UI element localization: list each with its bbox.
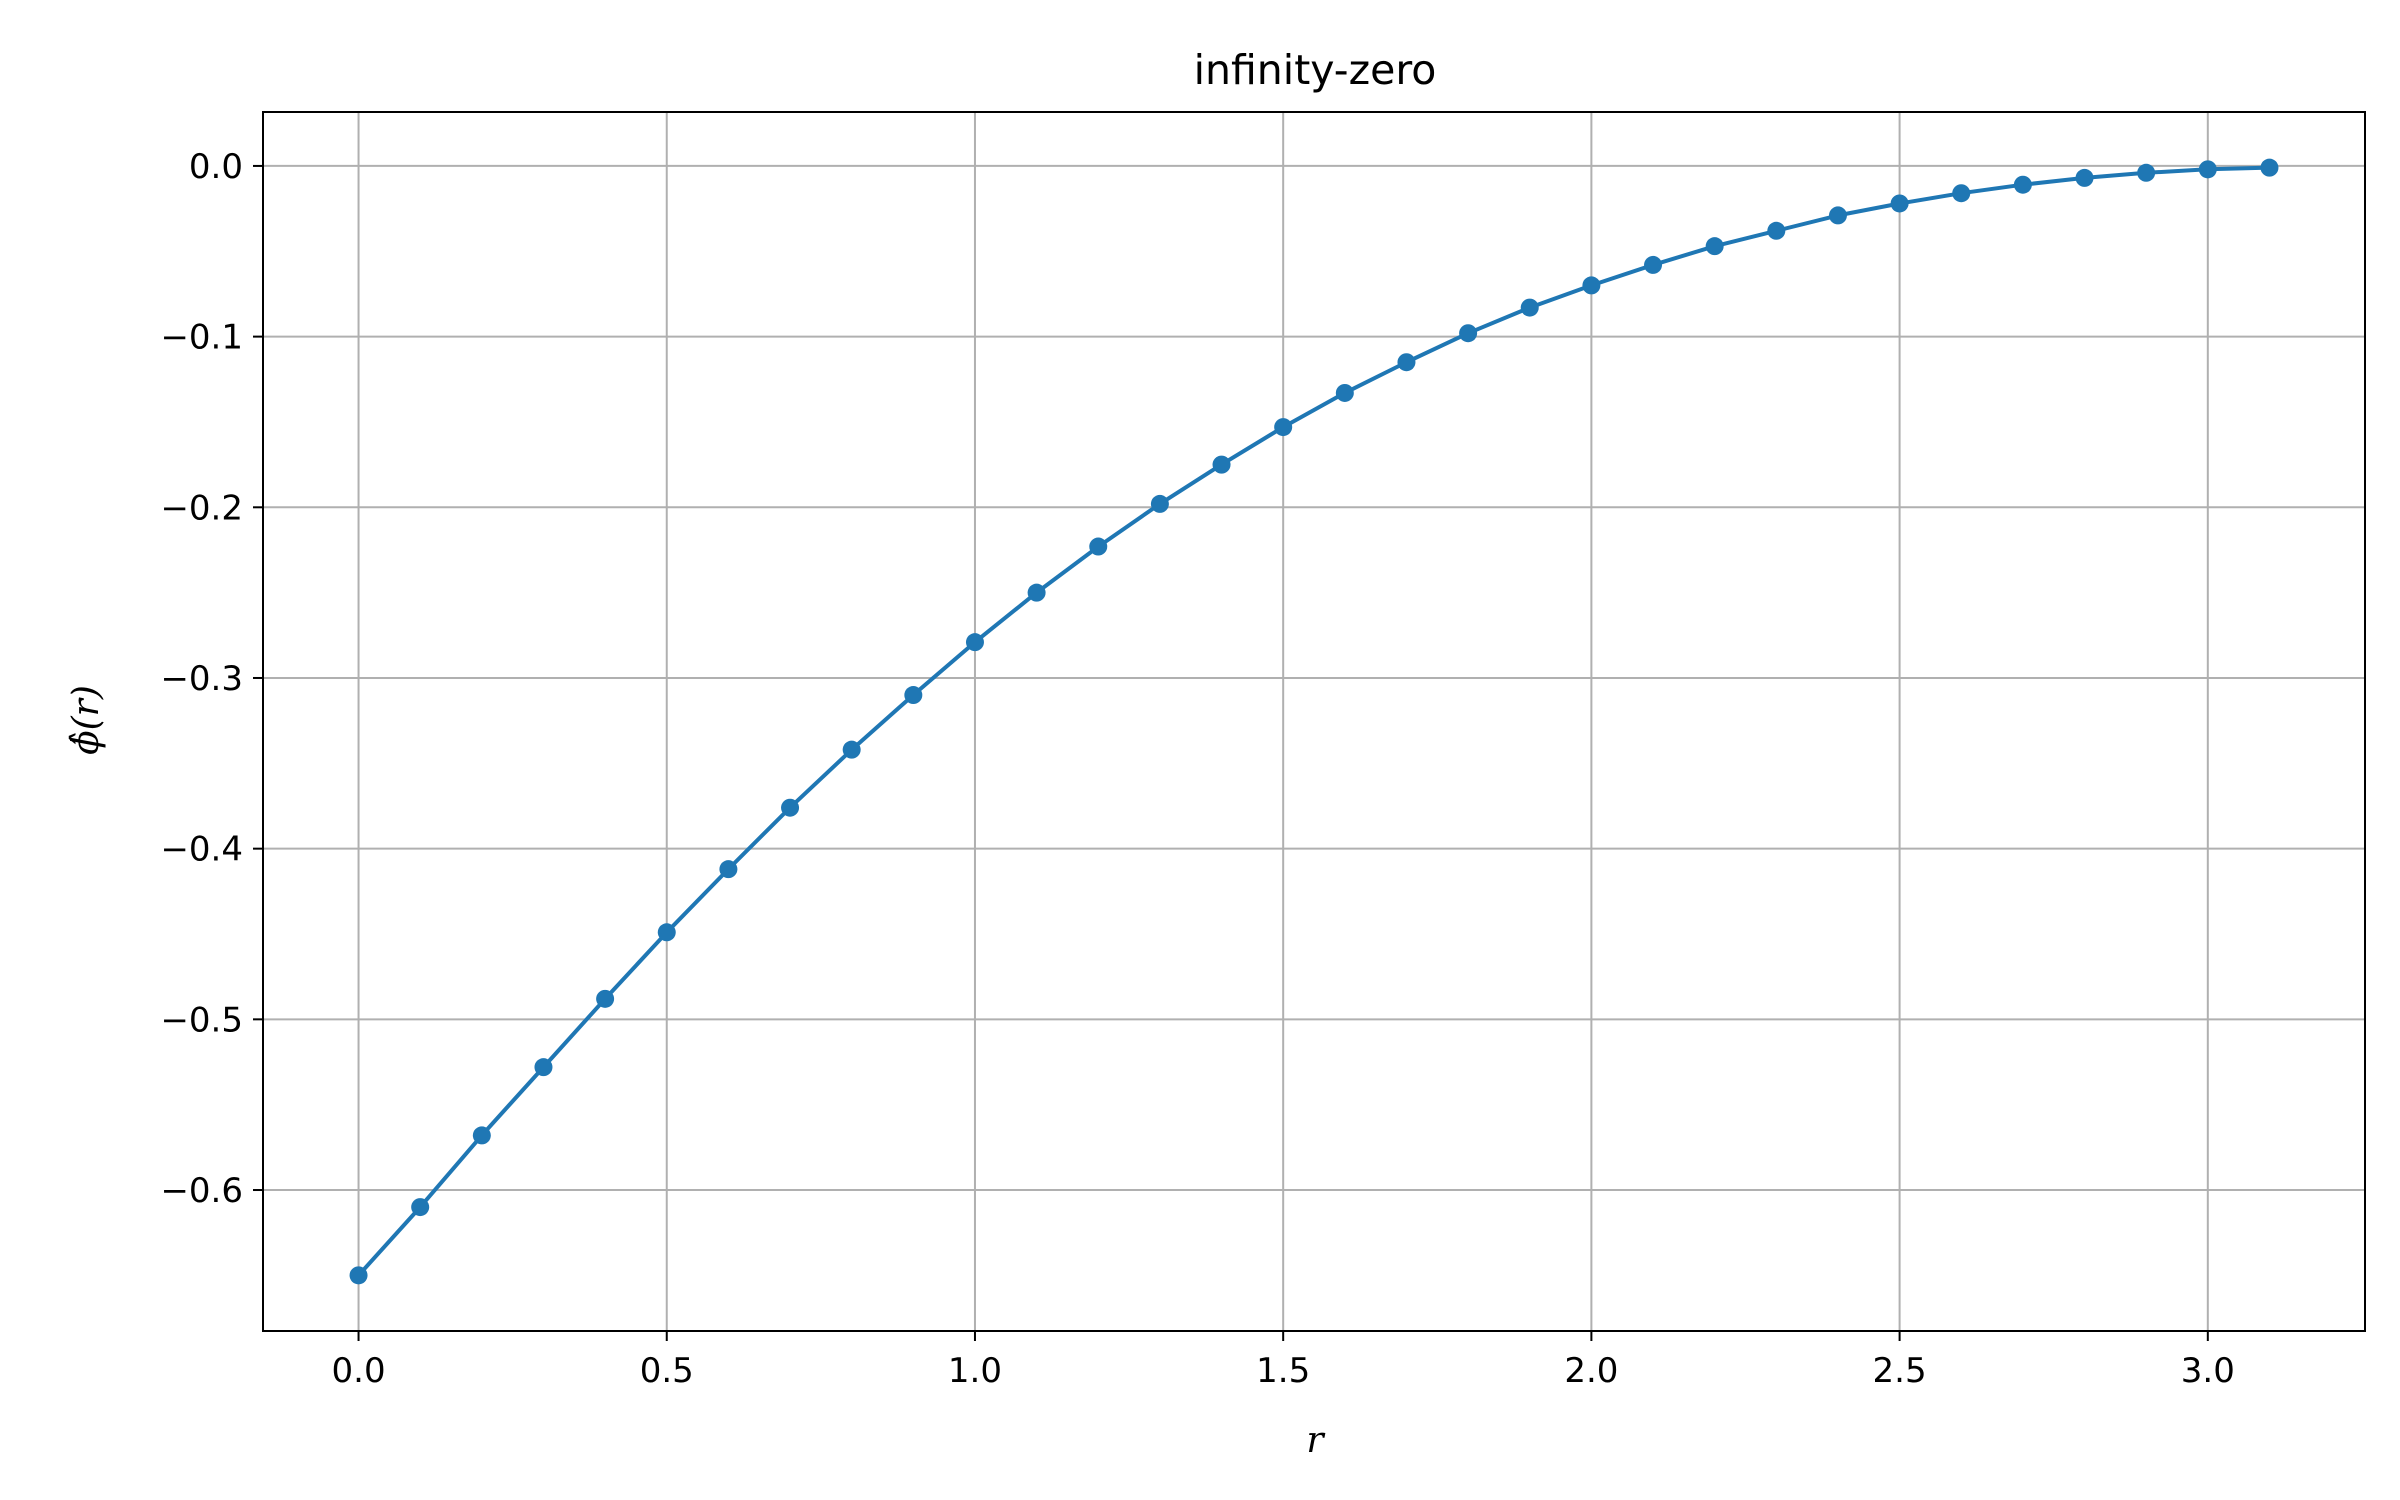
data-point	[2198, 160, 2217, 179]
data-point	[1952, 184, 1971, 203]
data-point	[657, 923, 676, 942]
x-tick-label: 3.0	[2181, 1351, 2235, 1391]
data-point	[1705, 237, 1724, 256]
data-point	[411, 1198, 430, 1217]
data-point	[965, 633, 984, 652]
data-point	[1828, 206, 1847, 225]
data-point	[1274, 418, 1293, 437]
axis-ticks: 0.0 0.5 1.0 1.5 2.0 2.5 3.0 0.0 −0.1 −0.2 −0.3 −0.4…	[160, 147, 2234, 1391]
y-tick-label: −0.3	[160, 659, 243, 699]
data-point	[1089, 537, 1108, 556]
y-axis-label: ϕ̂(r)	[66, 685, 107, 755]
x-tick-label: 1.5	[1256, 1351, 1310, 1391]
data-point	[1397, 353, 1416, 372]
data-point	[781, 798, 800, 817]
grid-lines	[263, 112, 2365, 1331]
y-tick-label: −0.1	[160, 318, 243, 358]
series-line	[357, 165, 2270, 1277]
chart-title: infinity-zero	[1194, 46, 1437, 94]
x-tick-label: 0.5	[640, 1351, 694, 1391]
data-point	[596, 989, 615, 1008]
data-point	[1582, 276, 1601, 295]
x-tick-label: 1.0	[948, 1351, 1002, 1391]
y-tick-label: −0.2	[160, 488, 243, 528]
y-tick-label: 0.0	[189, 147, 243, 187]
data-point	[472, 1126, 491, 1145]
data-point	[1459, 324, 1478, 343]
data-point	[2137, 163, 2156, 182]
data-point	[1027, 583, 1046, 602]
data-point	[1644, 255, 1663, 274]
x-axis-label: r	[1306, 1420, 1325, 1461]
data-point	[1520, 298, 1539, 317]
y-tick-label: −0.6	[160, 1171, 243, 1211]
y-tick-label: −0.4	[160, 830, 243, 870]
x-tick-label: 2.0	[1564, 1351, 1618, 1391]
x-tick-label: 2.5	[1873, 1351, 1927, 1391]
data-point	[534, 1058, 553, 1077]
data-point	[1335, 383, 1354, 402]
data-point	[2260, 158, 2279, 177]
data-point	[2075, 168, 2094, 187]
data-point	[719, 860, 738, 879]
data-point	[1212, 455, 1231, 474]
x-tick-label: 0.0	[332, 1351, 386, 1391]
data-point	[904, 686, 923, 705]
plot-area-frame	[262, 111, 2366, 1332]
data-point	[2013, 175, 2032, 194]
data-point	[1150, 494, 1169, 513]
data-point	[349, 1266, 368, 1285]
data-point	[1890, 194, 1909, 213]
data-point	[842, 740, 861, 759]
y-tick-label: −0.5	[160, 1000, 243, 1040]
data-series	[349, 158, 2279, 1285]
data-point	[1767, 221, 1786, 240]
